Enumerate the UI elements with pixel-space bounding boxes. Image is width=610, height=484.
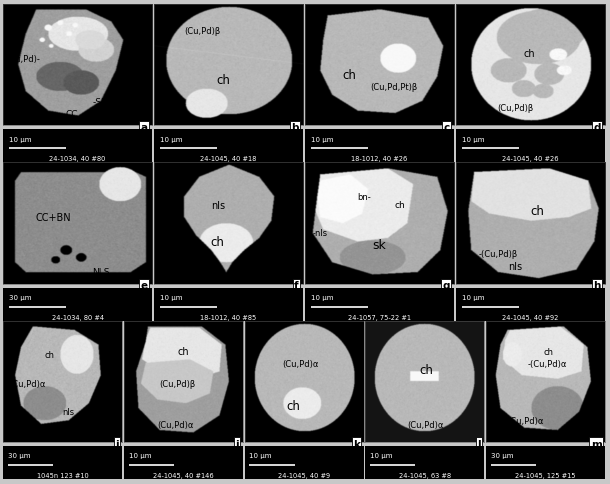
Text: (Cu,Pd)-: (Cu,Pd)- bbox=[6, 55, 40, 64]
Text: 24-1045, 40 #146: 24-1045, 40 #146 bbox=[153, 472, 214, 478]
Text: 30 μm: 30 μm bbox=[8, 453, 31, 458]
Text: 24-1045, 125 #15: 24-1045, 125 #15 bbox=[515, 472, 576, 478]
Text: g: g bbox=[442, 281, 450, 291]
Text: ch: ch bbox=[210, 235, 224, 248]
Text: l: l bbox=[477, 439, 481, 449]
Text: h: h bbox=[594, 281, 601, 291]
Text: ch: ch bbox=[523, 48, 535, 59]
Text: e: e bbox=[140, 281, 148, 291]
Text: (Cu,Pd)α: (Cu,Pd)α bbox=[407, 420, 443, 429]
Text: j: j bbox=[235, 439, 239, 449]
Text: -(Cu,Pd)β: -(Cu,Pd)β bbox=[478, 249, 518, 258]
Text: ch: ch bbox=[45, 350, 55, 360]
Text: 18-1012, 40 #85: 18-1012, 40 #85 bbox=[201, 314, 257, 320]
Text: nls: nls bbox=[62, 408, 74, 417]
Text: (Cu,Pd)β: (Cu,Pd)β bbox=[184, 27, 220, 36]
Text: 24-1034, 80 #4: 24-1034, 80 #4 bbox=[52, 314, 104, 320]
Text: 1045n 123 #10: 1045n 123 #10 bbox=[37, 472, 88, 478]
Text: bn-: bn- bbox=[357, 193, 371, 201]
Text: 30 μm: 30 μm bbox=[9, 294, 32, 301]
Text: -(Cu,Pd)α: -(Cu,Pd)α bbox=[528, 359, 567, 368]
Text: (Cu,Pd)β: (Cu,Pd)β bbox=[498, 104, 534, 112]
Text: (Cu,Pd)α: (Cu,Pd)α bbox=[508, 416, 544, 425]
Text: sk: sk bbox=[372, 239, 386, 252]
Text: (Cu,Pd,Pt)β: (Cu,Pd,Pt)β bbox=[371, 83, 418, 92]
Text: ch: ch bbox=[395, 201, 405, 210]
Text: 10 μm: 10 μm bbox=[462, 136, 484, 142]
Text: 10 μm: 10 μm bbox=[311, 136, 334, 142]
Text: 18-1012, 40 #26: 18-1012, 40 #26 bbox=[351, 156, 407, 162]
Text: 24-1034, 40 #80: 24-1034, 40 #80 bbox=[49, 156, 106, 162]
Text: NLS: NLS bbox=[93, 268, 110, 277]
Text: CC: CC bbox=[66, 109, 78, 119]
Text: 10 μm: 10 μm bbox=[249, 453, 272, 458]
Text: (Cu,Pd)β: (Cu,Pd)β bbox=[160, 379, 196, 389]
Text: c: c bbox=[443, 122, 450, 133]
Text: ch: ch bbox=[544, 347, 553, 356]
Text: k: k bbox=[353, 439, 360, 449]
Text: 10 μm: 10 μm bbox=[160, 294, 182, 301]
Text: ch: ch bbox=[286, 399, 300, 412]
Text: 24-1057, 75-22 #1: 24-1057, 75-22 #1 bbox=[348, 314, 411, 320]
Text: (Cu,Pd)α: (Cu,Pd)α bbox=[9, 379, 45, 389]
Text: 24-1045, 63 #8: 24-1045, 63 #8 bbox=[399, 472, 451, 478]
Text: (Cu,Pd)α: (Cu,Pd)α bbox=[157, 420, 193, 429]
Text: 24-1045, 40 #92: 24-1045, 40 #92 bbox=[503, 314, 559, 320]
Text: ch: ch bbox=[217, 74, 231, 87]
Text: 10 μm: 10 μm bbox=[9, 136, 32, 142]
Text: nls: nls bbox=[508, 261, 522, 271]
Text: 10 μm: 10 μm bbox=[462, 294, 484, 301]
Text: 24-1045, 40 #9: 24-1045, 40 #9 bbox=[278, 472, 330, 478]
Text: 10 μm: 10 μm bbox=[311, 294, 334, 301]
Text: -SK: -SK bbox=[93, 97, 107, 106]
Text: ch: ch bbox=[531, 205, 544, 218]
Text: d: d bbox=[593, 122, 601, 133]
Text: ch: ch bbox=[419, 363, 432, 376]
Text: -nls: -nls bbox=[312, 229, 328, 238]
Text: 10 μm: 10 μm bbox=[129, 453, 151, 458]
Text: 10 μm: 10 μm bbox=[160, 136, 182, 142]
Text: 24-1045, 40 #18: 24-1045, 40 #18 bbox=[201, 156, 257, 162]
Text: m: m bbox=[590, 439, 601, 449]
Text: nls: nls bbox=[210, 200, 225, 211]
Text: i: i bbox=[115, 439, 118, 449]
Text: 24-1045, 40 #26: 24-1045, 40 #26 bbox=[502, 156, 559, 162]
Text: ch: ch bbox=[178, 347, 189, 356]
Text: a: a bbox=[140, 122, 148, 133]
Text: 30 μm: 30 μm bbox=[491, 453, 514, 458]
Text: b: b bbox=[291, 122, 299, 133]
Text: CC+BN: CC+BN bbox=[36, 212, 71, 223]
Text: 10 μm: 10 μm bbox=[370, 453, 393, 458]
Text: (Cu,Pd)α: (Cu,Pd)α bbox=[282, 359, 319, 368]
Text: f: f bbox=[294, 281, 299, 291]
Text: ch: ch bbox=[342, 69, 356, 82]
